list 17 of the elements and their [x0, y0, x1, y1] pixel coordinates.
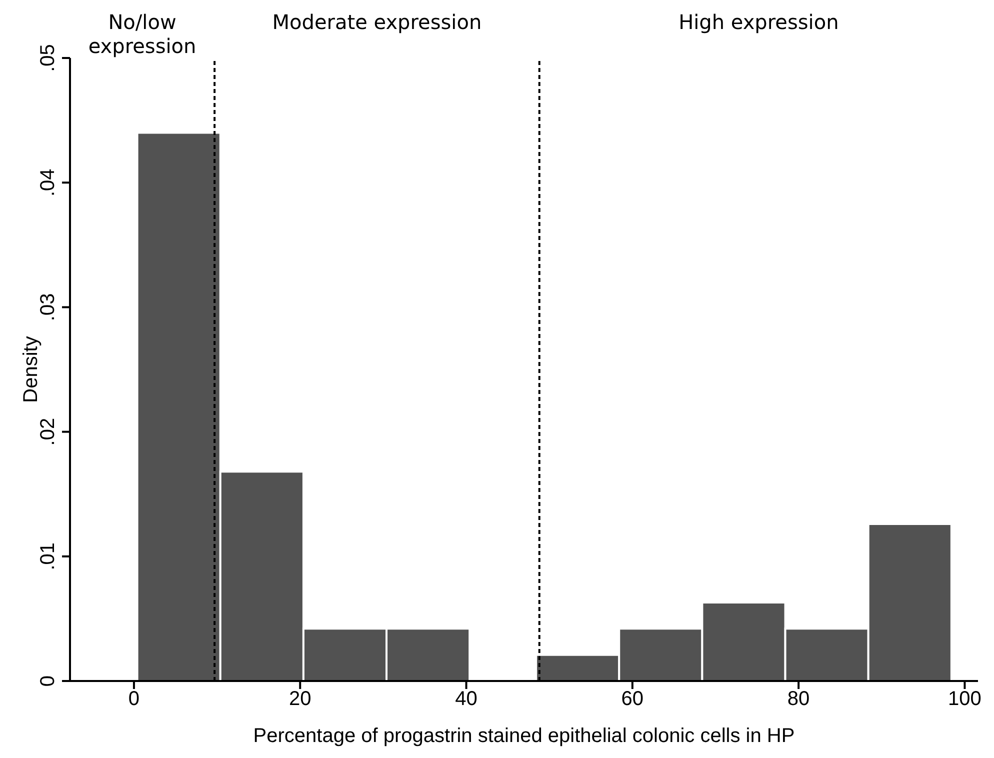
y-tick-label: .02: [37, 418, 59, 446]
x-tick-label: 60: [621, 688, 644, 710]
x-tick-label: 80: [787, 688, 810, 710]
annotation: No/low expression: [87, 10, 198, 58]
x-axis-title: Percentage of progastrin stained epithelial colonic cells in HP: [253, 725, 795, 747]
x-tick-label: 20: [288, 688, 312, 710]
x-tick-label: 0: [128, 688, 140, 710]
y-tick-label: .01: [37, 542, 59, 570]
y-axis-title: Density: [20, 336, 42, 403]
x-tick-label: 40: [455, 688, 478, 710]
y-tick-label: .03: [37, 293, 59, 322]
text: Moderate expression: [271, 10, 483, 34]
y-tick-label: .04: [37, 168, 59, 197]
text: High expression: [678, 10, 840, 34]
x-tick-label: 100: [948, 688, 982, 710]
y-tick-label: 0: [37, 675, 59, 687]
y-tick-label: .05: [37, 44, 59, 72]
